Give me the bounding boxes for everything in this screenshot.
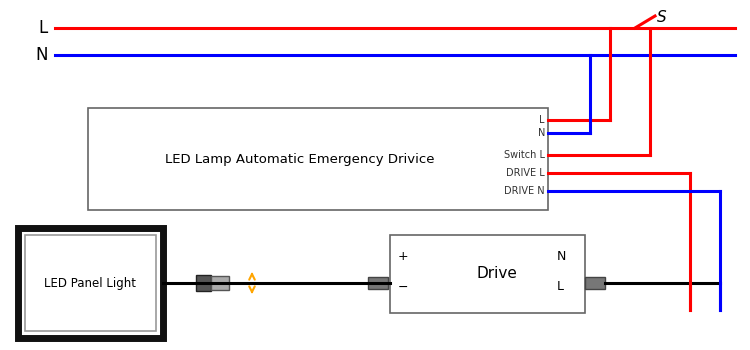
Bar (196, 275, 211, 291)
Bar (211, 276, 229, 290)
Bar (25, 235, 156, 331)
Text: Drive: Drive (477, 266, 518, 281)
Bar (390, 235, 585, 313)
Text: DRIVE L: DRIVE L (506, 168, 545, 178)
Text: LED Lamp Automatic Emergency Drivice: LED Lamp Automatic Emergency Drivice (165, 154, 435, 167)
Text: L: L (39, 19, 48, 37)
Bar (88, 108, 548, 210)
Text: −: − (398, 280, 409, 294)
Text: DRIVE N: DRIVE N (504, 186, 545, 196)
Bar (585, 277, 605, 289)
Text: Switch L: Switch L (504, 150, 545, 160)
Bar (18, 228, 163, 338)
Text: N: N (557, 251, 566, 264)
Text: L: L (539, 115, 545, 125)
Text: N: N (538, 128, 545, 138)
Bar (368, 277, 388, 289)
Text: N: N (35, 46, 48, 64)
Text: S: S (657, 10, 667, 26)
Text: +: + (398, 251, 409, 264)
Text: LED Panel Light: LED Panel Light (44, 276, 136, 289)
Text: L: L (557, 280, 564, 294)
